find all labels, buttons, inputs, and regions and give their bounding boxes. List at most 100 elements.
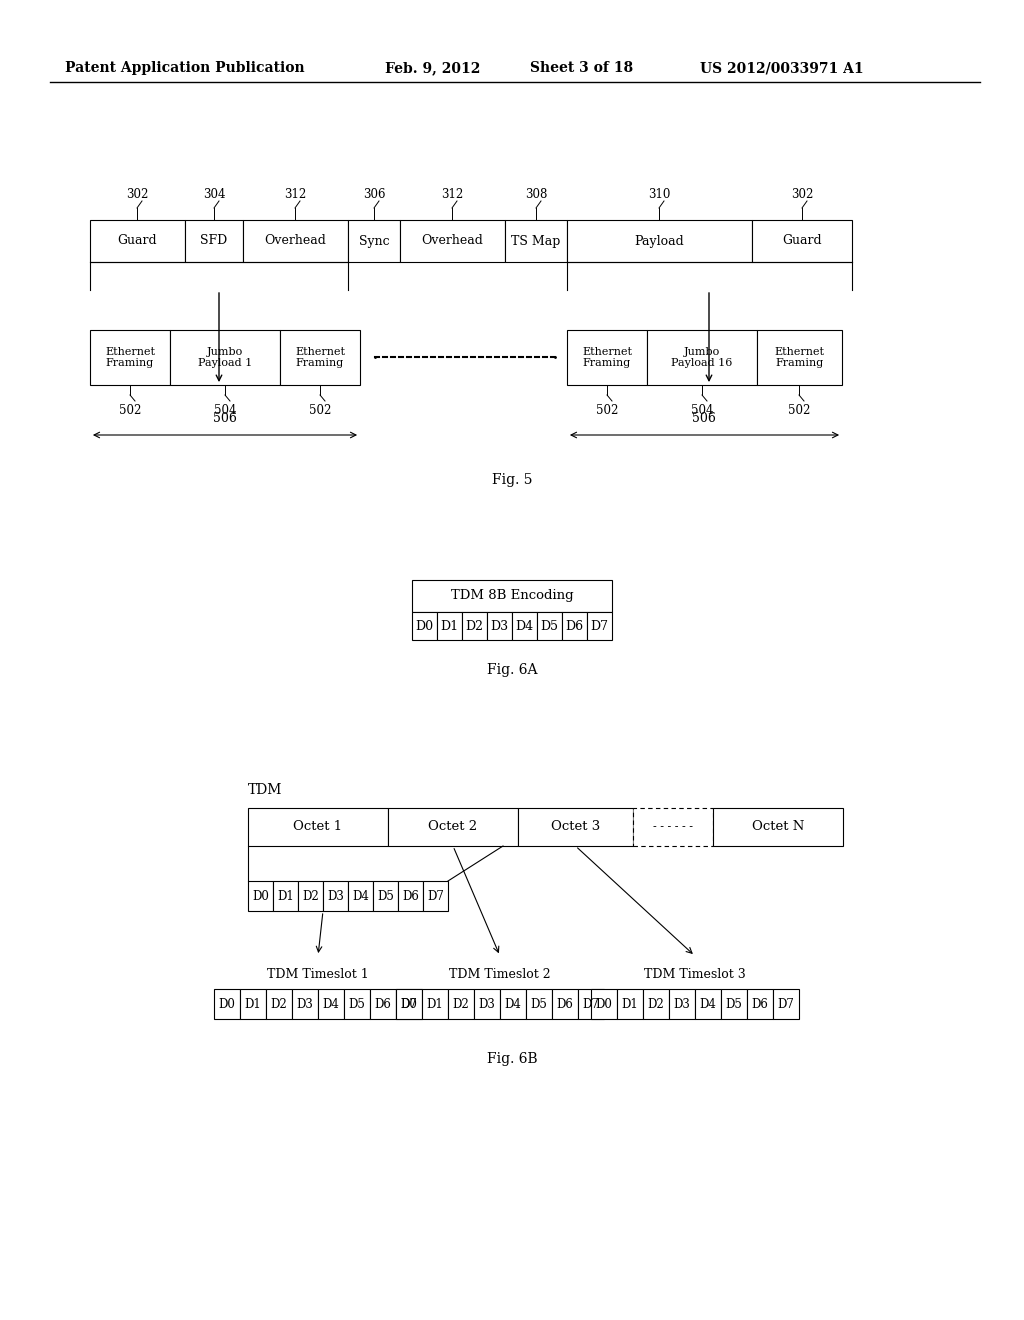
Text: Octet N: Octet N [752,821,804,833]
Bar [412,579,612,612]
Text: D5: D5 [541,619,558,632]
Bar [348,880,373,911]
Bar [323,880,348,911]
Bar [398,880,423,911]
Text: Fig. 5: Fig. 5 [492,473,532,487]
Text: Octet 2: Octet 2 [428,821,477,833]
Text: D2: D2 [453,998,469,1011]
Text: D7: D7 [427,890,444,903]
Bar [633,808,713,846]
Text: TDM: TDM [248,783,283,797]
Text: D6: D6 [557,998,573,1011]
Text: D3: D3 [674,998,690,1011]
Bar [487,612,512,640]
Text: Guard: Guard [782,235,822,248]
Text: 310: 310 [648,187,670,201]
Text: D5: D5 [348,998,366,1011]
Bar [567,330,647,385]
Bar [713,808,843,846]
Bar [567,220,752,261]
Text: D4: D4 [699,998,717,1011]
Bar [562,612,587,640]
Bar [617,989,643,1019]
Text: D2: D2 [647,998,665,1011]
Text: D1: D1 [622,998,638,1011]
Text: D4: D4 [505,998,521,1011]
Bar [643,989,669,1019]
Bar [500,989,526,1019]
Text: 504: 504 [691,404,714,417]
Text: D0: D0 [416,619,433,632]
Text: 308: 308 [525,187,547,201]
Bar [214,989,240,1019]
Text: Fig. 6A: Fig. 6A [486,663,538,677]
Text: Guard: Guard [118,235,158,248]
Text: 502: 502 [309,404,331,417]
Text: Overhead: Overhead [264,235,327,248]
Bar [348,220,400,261]
Text: TDM 8B Encoding: TDM 8B Encoding [451,590,573,602]
Text: D1: D1 [278,890,294,903]
Text: 304: 304 [203,187,225,201]
Text: Jumbo
Payload 1: Jumbo Payload 1 [198,347,252,368]
Bar [280,330,360,385]
Text: D0: D0 [400,998,418,1011]
Text: Ethernet
Framing: Ethernet Framing [105,347,155,368]
Text: D5: D5 [726,998,742,1011]
Text: 302: 302 [791,187,813,201]
Bar [526,989,552,1019]
Text: D1: D1 [440,619,459,632]
Text: 502: 502 [596,404,618,417]
Text: D7: D7 [777,998,795,1011]
Text: 312: 312 [441,187,463,201]
Bar [752,220,852,261]
Text: D2: D2 [270,998,288,1011]
Text: Feb. 9, 2012: Feb. 9, 2012 [385,61,480,75]
Bar [578,989,604,1019]
Text: D7: D7 [400,998,418,1011]
Text: D6: D6 [752,998,768,1011]
Text: Ethernet
Framing: Ethernet Framing [582,347,632,368]
Text: D0: D0 [218,998,236,1011]
Text: Octet 1: Octet 1 [294,821,343,833]
Bar [266,989,292,1019]
Text: TDM Timeslot 1: TDM Timeslot 1 [267,969,369,982]
Text: Octet 3: Octet 3 [551,821,600,833]
Text: D3: D3 [297,998,313,1011]
Bar [773,989,799,1019]
Bar [647,330,757,385]
Text: 506: 506 [692,412,716,425]
Bar [591,989,617,1019]
Bar [512,612,537,640]
Text: Ethernet
Framing: Ethernet Framing [295,347,345,368]
Text: Overhead: Overhead [422,235,483,248]
Bar [292,989,318,1019]
Text: D0: D0 [252,890,269,903]
Bar [746,989,773,1019]
Bar [373,880,398,911]
Text: Jumbo
Payload 16: Jumbo Payload 16 [672,347,733,368]
Bar [422,989,449,1019]
Bar [185,220,243,261]
Bar [396,989,422,1019]
Text: Sheet 3 of 18: Sheet 3 of 18 [530,61,633,75]
Text: TDM Timeslot 2: TDM Timeslot 2 [450,969,551,982]
Text: 312: 312 [284,187,306,201]
Bar [721,989,746,1019]
Bar [587,612,612,640]
Bar [537,612,562,640]
Bar [243,220,348,261]
Bar [518,808,633,846]
Bar [757,330,842,385]
Bar [462,612,487,640]
Text: Ethernet
Framing: Ethernet Framing [774,347,824,368]
Bar [344,989,370,1019]
Text: SFD: SFD [201,235,227,248]
Bar [437,612,462,640]
Text: D4: D4 [352,890,369,903]
Bar [423,880,449,911]
Bar [90,330,170,385]
Bar [669,989,695,1019]
Text: D0: D0 [596,998,612,1011]
Bar [248,880,273,911]
